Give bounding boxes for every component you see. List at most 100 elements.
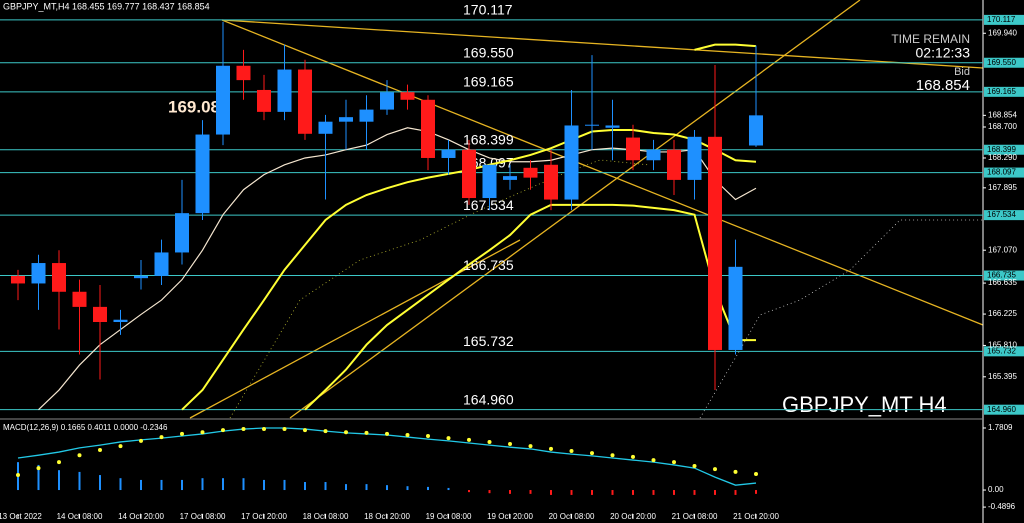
macd-bar	[283, 479, 286, 491]
candle-body	[134, 275, 148, 279]
candle-body	[626, 137, 640, 161]
candle-body	[400, 92, 415, 100]
candle-body	[339, 117, 353, 122]
macd-bar	[755, 490, 757, 494]
level-box	[984, 270, 1024, 281]
level-box	[984, 144, 1024, 155]
trend-line	[221, 19, 984, 69]
y-tick-label: 169.940	[988, 28, 1017, 37]
level-box-label: 164.960	[987, 405, 1016, 414]
level-box-label: 169.165	[987, 87, 1016, 96]
trend-line	[189, 239, 521, 419]
macd-bar	[611, 490, 614, 495]
macd-label: MACD(12,26,9) 0.1665 0.4011 0.0000 -0.23…	[3, 423, 168, 432]
x-tick-label: 18 Oct 20:00	[364, 512, 410, 521]
macd-signal-dot	[487, 439, 492, 444]
candle-body	[421, 99, 435, 158]
macd-signal-dot	[139, 438, 143, 443]
x-tick-label: 14 Oct 08:00	[57, 512, 103, 521]
candle-body	[113, 319, 128, 323]
bid: 168.854	[916, 77, 970, 94]
candle-body	[503, 176, 517, 180]
level-label: 169.550	[463, 44, 514, 60]
macd-signal-dot	[733, 469, 738, 474]
candle-body	[31, 263, 46, 284]
time-remain-label: TIME REMAIN	[891, 32, 970, 46]
x-tick-label: 20 Oct 20:00	[610, 512, 656, 521]
macd-signal-dot	[508, 442, 512, 447]
macd-signal-dot	[446, 436, 451, 441]
macd-bar	[324, 482, 327, 491]
macd-signal-dot	[364, 430, 369, 435]
macd-bar	[570, 490, 573, 495]
annotation: 169.086	[168, 97, 229, 116]
level-box	[984, 14, 1024, 25]
macd-bar	[37, 464, 40, 491]
indicator-line	[694, 43, 757, 51]
macd-signal-dot	[180, 431, 184, 436]
candle-body	[72, 291, 87, 307]
macd-signal-dot	[528, 444, 533, 449]
macd-signal-dot	[16, 473, 20, 478]
candle-body	[216, 65, 230, 135]
y-tick-label: 165.395	[988, 372, 1017, 381]
level-label: 165.732	[463, 333, 514, 349]
level-box	[984, 57, 1024, 68]
candle-body	[236, 65, 251, 81]
candle-body	[749, 115, 763, 146]
macd-tick-label: 0.00	[988, 485, 1004, 494]
candle-body	[380, 92, 394, 110]
macd-bar	[365, 484, 368, 491]
macd-signal-dot	[262, 427, 266, 432]
header: GBPJPY_MT,H4 168.455 169.777 168.437 168…	[3, 1, 210, 11]
level-box	[984, 210, 1024, 221]
candle-body	[298, 69, 312, 134]
macd-signal-dot	[57, 460, 61, 465]
indicator-line	[304, 203, 756, 411]
y-tick-label: 167.895	[988, 183, 1017, 192]
time-remain: 02:12:33	[916, 45, 971, 61]
y-tick-label: 165.810	[988, 341, 1017, 350]
candle-body	[441, 149, 456, 158]
macd-signal-dot	[118, 444, 123, 449]
macd-bar	[78, 471, 81, 491]
macd-bar	[304, 482, 306, 491]
macd-bar	[693, 490, 696, 495]
macd-bar	[345, 484, 347, 491]
candle-body	[605, 125, 620, 128]
macd-bar	[488, 490, 491, 494]
macd-tick-label: 1.7809	[988, 423, 1013, 432]
watermark: GBPJPY_MT H4	[782, 392, 947, 417]
candle-body	[318, 121, 333, 134]
macd-bar	[734, 490, 737, 495]
macd-bar	[242, 478, 245, 491]
x-tick-label: 17 Oct 20:00	[241, 512, 287, 521]
macd-signal-dot	[672, 460, 676, 465]
y-tick-label: 166.635	[988, 278, 1017, 287]
macd-signal-dot	[344, 430, 348, 435]
x-tick-label: 21 Oct 08:00	[672, 512, 718, 521]
candle-body	[257, 89, 271, 112]
macd-signal-dot	[159, 435, 164, 440]
macd-bar	[119, 478, 122, 491]
candle-body	[154, 252, 169, 276]
macd-signal-dot	[77, 453, 82, 458]
macd-signal-dot	[631, 454, 635, 459]
trend-line	[289, 0, 861, 419]
y-tick-label: 167.070	[988, 245, 1017, 254]
macd-bar	[406, 486, 409, 491]
level-box-label: 167.534	[987, 210, 1016, 219]
candle-body	[93, 306, 107, 323]
macd-signal-dot	[385, 431, 389, 436]
candle-body	[544, 164, 558, 200]
level-box-label: 165.732	[987, 346, 1016, 355]
macd-bar	[714, 490, 716, 495]
macd-bar	[181, 479, 183, 491]
macd-signal-dot	[241, 427, 246, 432]
macd-bar	[632, 490, 634, 495]
candle-body	[359, 109, 374, 122]
macd-signal-dot	[323, 429, 328, 434]
level-box	[984, 86, 1024, 97]
macd-bar	[447, 487, 450, 491]
